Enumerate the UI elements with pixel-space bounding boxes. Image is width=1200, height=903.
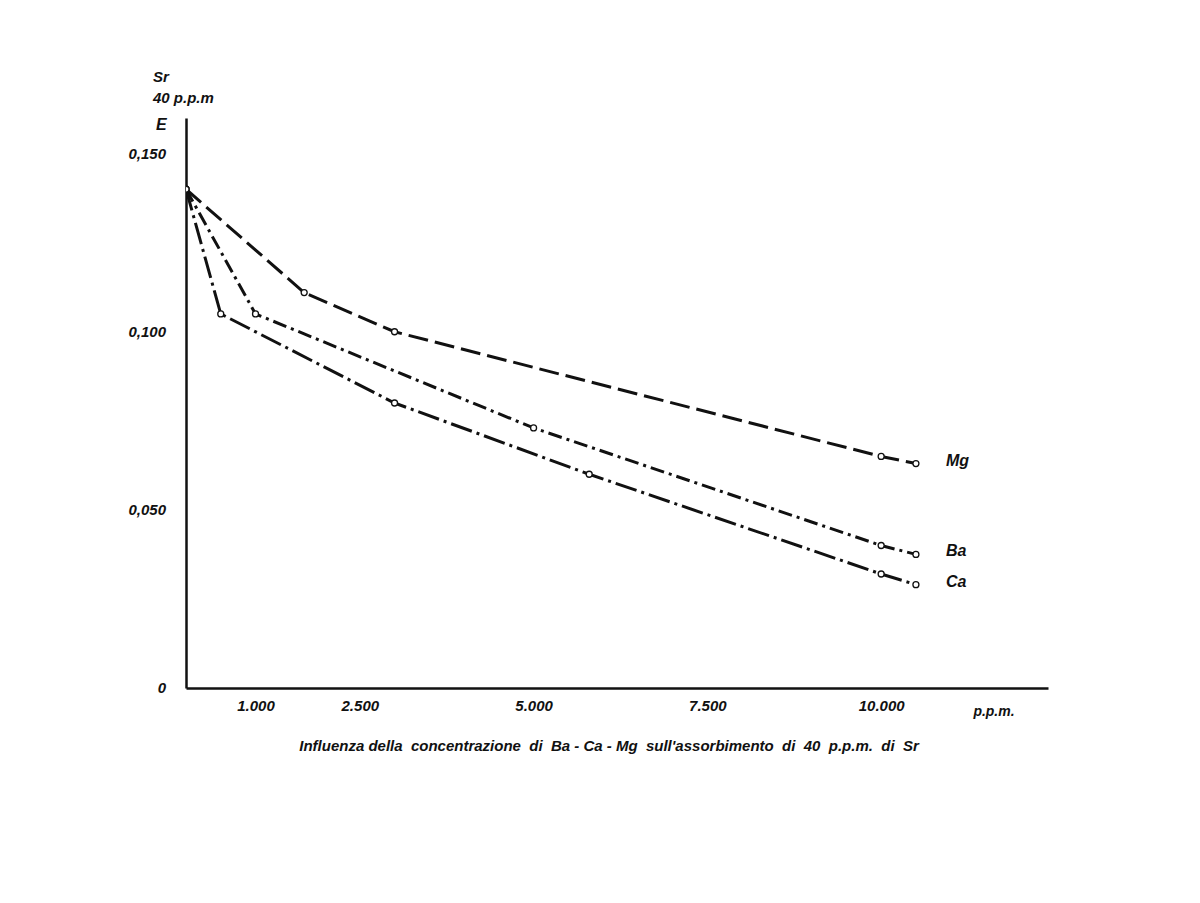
title: Influenza della concentrazione di Ba - C… <box>299 737 920 754</box>
x-tick: 10.000 <box>859 688 906 714</box>
y-label-line: 40 p.p.m <box>152 89 214 106</box>
y-axis-line <box>185 119 188 689</box>
x-tick-label: 5.000 <box>515 697 553 714</box>
series-line <box>186 189 916 554</box>
y-tick-label: 0,150 <box>128 145 166 162</box>
x-tick-label: 1.000 <box>237 697 275 714</box>
series-point <box>878 543 884 549</box>
series-point <box>531 425 537 431</box>
y-label-line: Sr <box>153 68 170 85</box>
series-point <box>878 571 884 577</box>
x-tick-label: 2.500 <box>341 697 380 714</box>
series-point <box>218 311 224 317</box>
x-tick: 7.500 <box>689 688 727 714</box>
series-label: Ba <box>946 542 967 559</box>
y-axis: 0 0,050 0,100 0,150 <box>128 119 186 697</box>
y-tick: 0,150 <box>128 145 186 162</box>
y-tick: 0,050 <box>128 501 186 518</box>
series-group <box>186 186 919 587</box>
series-point <box>253 311 259 317</box>
series-label: Ca <box>946 573 967 590</box>
series-point <box>913 461 919 467</box>
chart: 1.000 2.500 5.000 7.500 10.000 0 0,050 0,100 0,1… <box>0 0 1200 903</box>
x-tick: 5.000 <box>515 688 553 714</box>
x-axis-line <box>187 687 1049 690</box>
x-tick-label: 7.500 <box>689 697 727 714</box>
series-point <box>913 551 919 557</box>
series-point <box>301 290 307 296</box>
series-point <box>186 186 189 192</box>
y-tick: 0 <box>158 679 186 696</box>
x-label: p.p.m. <box>972 703 1014 719</box>
x-axis: 1.000 2.500 5.000 7.500 10.000 <box>187 688 1049 714</box>
y-tick: 0,100 <box>128 323 186 340</box>
series-label: Mg <box>946 452 969 469</box>
series-point <box>186 186 189 192</box>
series-point <box>392 329 398 335</box>
series-line <box>186 189 916 584</box>
x-tick: 1.000 <box>237 688 275 714</box>
series-point <box>878 453 884 459</box>
series-point <box>913 582 919 588</box>
y-tick-label: 0 <box>158 679 167 696</box>
plot: 1.000 2.500 5.000 7.500 10.000 0 0,050 0,100 0,1… <box>128 119 1048 714</box>
series-point <box>586 471 592 477</box>
series-point <box>186 186 189 192</box>
x-tick: 2.500 <box>341 688 380 714</box>
y-tick-label: 0,050 <box>128 501 166 518</box>
series-point <box>392 400 398 406</box>
y-label: Sr 40 p.p.m <box>152 68 214 106</box>
series-line <box>186 189 916 463</box>
x-tick-label: 10.000 <box>859 697 906 714</box>
annotation: E <box>156 116 168 133</box>
y-tick-label: 0,100 <box>128 323 166 340</box>
